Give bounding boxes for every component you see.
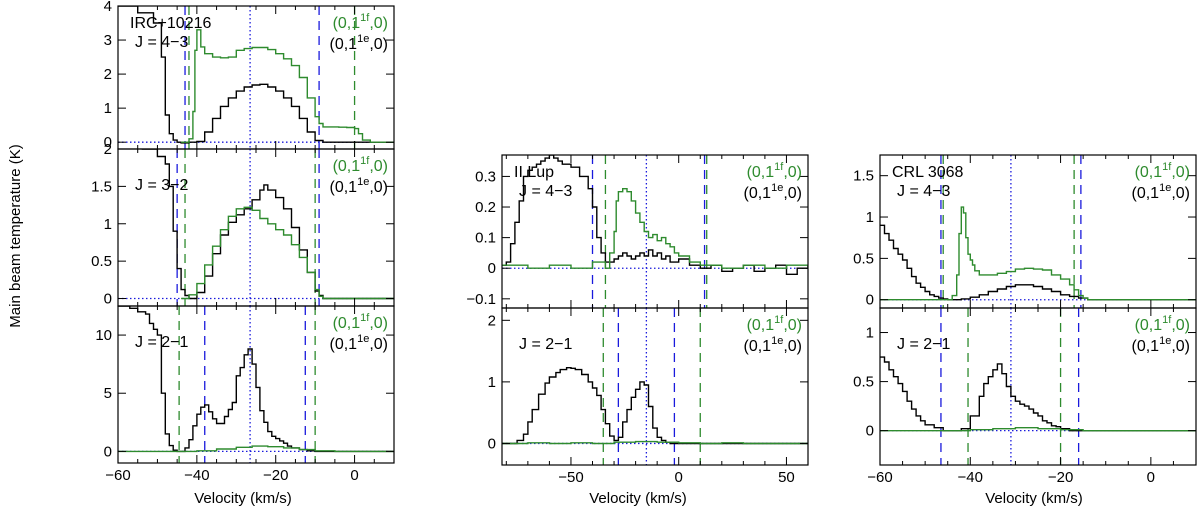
x-tick-label: −20 [1048, 469, 1073, 486]
y-tick-label: 1.5 [853, 168, 874, 185]
y-tick-label: 0.5 [853, 374, 874, 391]
y-tick-label: 2 [104, 66, 112, 83]
plot-area [118, 306, 394, 463]
legend-black: (0,11e,0) [744, 335, 803, 355]
x-tick-label: −40 [958, 469, 983, 486]
legend-black: (0,11e,0) [330, 33, 389, 53]
series-black [880, 356, 1196, 432]
panel-irc_43: 0 1 2 3 4 IRC+10216 J = 4−3 (0,11f,0)(0,11e,0) [104, 0, 395, 151]
source-label: CRL 3068 [892, 164, 964, 181]
series-black [880, 224, 1196, 301]
series-green [502, 188, 808, 269]
y-tick-label: 2 [488, 312, 496, 329]
y-tick-label: 0 [104, 291, 112, 308]
series-black [118, 306, 394, 453]
transition-label: J = 4−3 [519, 183, 572, 200]
panel-irc_21: −60 −40 −20 0 0 5 10 J = 2−1 (0,11f,0)(0,11e,0) [95, 305, 395, 484]
y-tick-label: 3 [104, 32, 112, 49]
transition-label: J = 2−1 [519, 336, 572, 353]
y-tick-label: −0.1 [466, 291, 496, 308]
transition-label: J = 2−1 [135, 334, 188, 351]
y-tick-label: 1 [866, 209, 874, 226]
x-tick-label: −60 [105, 467, 130, 484]
transition-label: J = 4−3 [897, 183, 950, 200]
y-tick-label: 2 [104, 141, 112, 158]
plot-area [118, 6, 394, 149]
legend-green: (0,11f,0) [333, 12, 388, 32]
plot-area [502, 308, 808, 465]
legend-black: (0,11e,0) [330, 176, 389, 196]
y-tick-label: 0.5 [853, 250, 874, 267]
y-tick-label: 0 [488, 260, 496, 277]
plot-area [880, 308, 1196, 465]
series-green [181, 29, 394, 143]
y-tick-label: 4 [104, 0, 112, 15]
x-tick-label: 0 [1147, 469, 1155, 486]
legend-black: (0,11e,0) [744, 182, 803, 202]
series-green [880, 206, 1196, 301]
y-axis-label: Main beam temperature (K) [7, 144, 24, 327]
panel-iilup_21: −50 0 50 0 1 2 J = 2−1 (0,11f,0)(0,11e,0) [488, 307, 809, 486]
y-tick-label: 0 [488, 435, 496, 452]
legend-black: (0,11e,0) [1132, 182, 1191, 202]
y-tick-label: 1 [488, 374, 496, 391]
x-axis-label-left: Velocity (km/s) [194, 490, 292, 507]
series-green [502, 440, 808, 445]
panel-frame [501, 307, 809, 466]
x-tick-label: −20 [263, 467, 288, 484]
y-tick-label: 0.5 [91, 253, 112, 270]
x-tick-label: −60 [867, 469, 892, 486]
plot-area [502, 155, 808, 308]
series-black [502, 367, 808, 445]
legend-green: (0,11f,0) [1135, 161, 1190, 181]
y-tick-label: 1 [866, 325, 874, 342]
y-tick-label: 1 [104, 216, 112, 233]
y-tick-label: 0 [104, 134, 112, 151]
x-tick-label: 50 [778, 469, 795, 486]
panel-crl_43: 0 0.5 1 1.5 CRL 3068 J = 4−3 (0,11f,0)(0,11e,0… [853, 154, 1197, 309]
panel-irc_32: 0 0.5 1 1.5 2 J = 3−2 (0,11f,0)(0,11e,0) [91, 141, 395, 308]
source-label: IRC+10216 [130, 15, 211, 32]
x-axis-label-middle: Velocity (km/s) [589, 490, 687, 507]
y-tick-label: 0.1 [475, 230, 496, 247]
source-label: II Lup [514, 164, 554, 181]
transition-label: J = 4−3 [135, 34, 188, 51]
x-tick-label: −40 [184, 467, 209, 484]
transition-label: J = 2−1 [897, 336, 950, 353]
y-tick-label: 0.3 [475, 168, 496, 185]
x-axis-label-right: Velocity (km/s) [985, 490, 1083, 507]
series-black [502, 155, 808, 275]
legend-black: (0,11e,0) [330, 333, 389, 353]
y-tick-label: 0 [866, 423, 874, 440]
y-tick-label: 5 [104, 385, 112, 402]
legend-green: (0,11f,0) [333, 312, 388, 332]
x-tick-label: 0 [675, 469, 683, 486]
y-tick-label: 0 [866, 292, 874, 309]
y-tick-label: 10 [95, 327, 112, 344]
legend-green: (0,11f,0) [1135, 314, 1190, 334]
y-tick-label: 1.5 [91, 178, 112, 195]
series-green [181, 206, 394, 300]
panel-crl_21: −60 −40 −20 0 0 0.5 1 J = 2−1 (0,11f,0)(0,11e,0) [853, 307, 1197, 486]
panel-iilup_43: −0.1 0 0.1 0.2 0.3 II Lup J = 4−3 (0,11f,0)(0,1… [466, 154, 809, 309]
series-black [118, 6, 394, 144]
x-tick-label: −50 [558, 469, 583, 486]
plot-area [880, 155, 1196, 308]
transition-label: J = 3−2 [135, 177, 188, 194]
x-tick-label: 0 [350, 467, 358, 484]
legend-green: (0,11f,0) [333, 155, 388, 175]
y-tick-label: 0 [104, 443, 112, 460]
y-tick-label: 0.2 [475, 199, 496, 216]
legend-green: (0,11f,0) [747, 314, 802, 334]
series-green [880, 427, 1196, 432]
series-green [118, 445, 394, 453]
legend-black: (0,11e,0) [1132, 335, 1191, 355]
y-tick-label: 1 [104, 100, 112, 117]
plot-area [118, 149, 394, 306]
legend-green: (0,11f,0) [747, 161, 802, 181]
